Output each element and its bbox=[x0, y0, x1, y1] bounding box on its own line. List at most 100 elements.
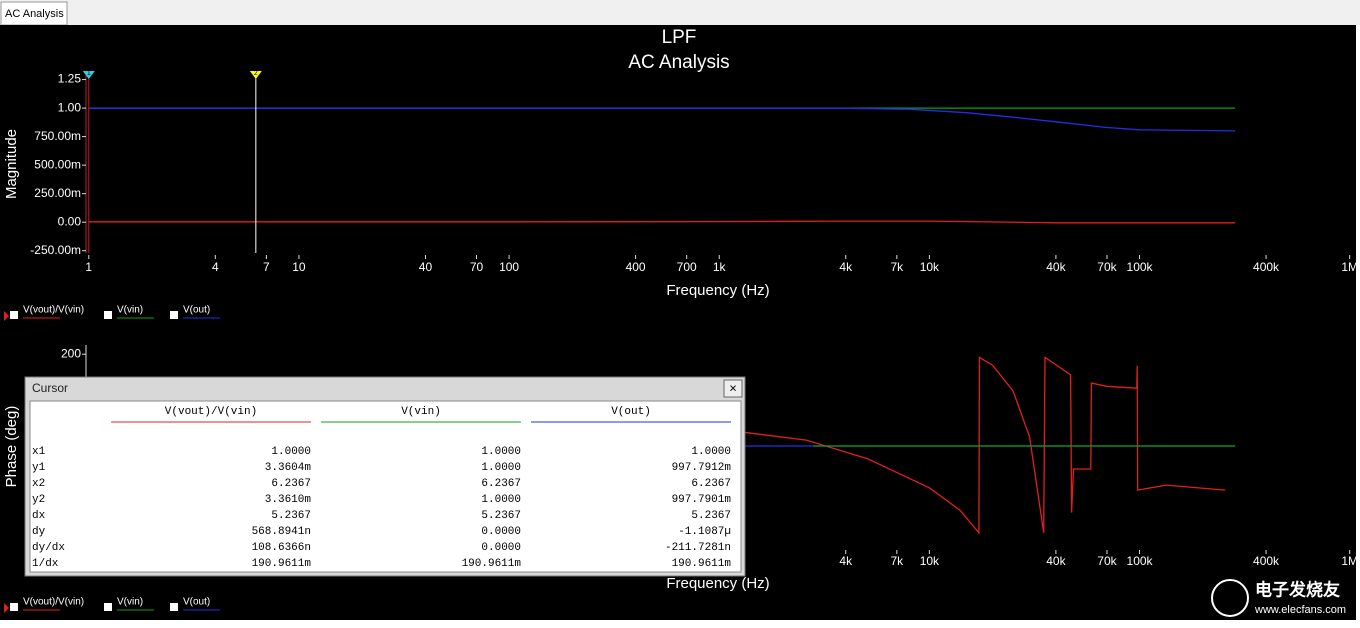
x-tick-label: 70k bbox=[1097, 260, 1117, 274]
cell-value: 1.0000 bbox=[481, 494, 521, 506]
column-header: V(vin) bbox=[401, 406, 441, 418]
cell-value: 6.2367 bbox=[691, 478, 731, 490]
cell-value: -211.7281n bbox=[665, 542, 731, 554]
cursor-window: Cursor × V(vout)/V(vin) V(vin) V(out) x1 1.0… bbox=[24, 376, 746, 577]
plots: 1.25 1.00 750.00m 500.00m 250.00m 0.00 -250.00… bbox=[3, 70, 1358, 613]
x-tick-label: 10 bbox=[292, 260, 306, 274]
y-tick-label: 1.00 bbox=[58, 100, 82, 114]
chart-subtitle: AC Analysis bbox=[628, 52, 729, 73]
cell-value: 997.7901m bbox=[672, 494, 732, 506]
watermark-logo bbox=[1211, 579, 1249, 617]
window-title: Cursor bbox=[32, 381, 68, 395]
window-body bbox=[29, 400, 742, 573]
cell-value: 3.3604m bbox=[265, 462, 312, 474]
cursor-flag[interactable] bbox=[82, 71, 95, 79]
cell-value: 5.2367 bbox=[691, 510, 731, 522]
legend-checkbox[interactable] bbox=[104, 311, 112, 319]
legend-label: V(vout)/V(vin) bbox=[23, 305, 84, 316]
legend-checkbox[interactable] bbox=[10, 603, 18, 611]
x-tick-label: 4k bbox=[839, 554, 853, 568]
x-tick-label: 1 bbox=[85, 260, 92, 274]
x-tick-label: 100k bbox=[1127, 554, 1154, 568]
active-trace-marker bbox=[4, 603, 9, 613]
row-label: 1/dx bbox=[32, 558, 59, 570]
series-line bbox=[735, 356, 1226, 535]
y-axis-label: Magnitude bbox=[3, 129, 20, 199]
cell-value: 108.6366n bbox=[252, 542, 311, 554]
y-axis-label: Phase (deg) bbox=[3, 406, 20, 488]
x-tick-label: 4k bbox=[839, 260, 853, 274]
cell-value: 0.0000 bbox=[481, 542, 521, 554]
close-icon[interactable]: × bbox=[729, 380, 737, 395]
x-tick-label: 40k bbox=[1046, 260, 1066, 274]
x-tick-label: 10k bbox=[920, 260, 940, 274]
x-tick-label: 400k bbox=[1253, 260, 1280, 274]
y-tick-label: 200 bbox=[61, 346, 81, 360]
cell-value: 3.3610m bbox=[265, 494, 312, 506]
x-tick-label: 70k bbox=[1097, 554, 1117, 568]
active-trace-marker bbox=[4, 311, 9, 321]
cursor-flag-label: 2 bbox=[254, 70, 258, 77]
cell-value: 1.0000 bbox=[481, 446, 521, 458]
cell-value: 6.2367 bbox=[271, 478, 311, 490]
cell-value: 568.8941n bbox=[252, 526, 311, 538]
y-tick-label: 500.00m bbox=[34, 157, 81, 171]
series-line bbox=[88, 107, 1236, 132]
cell-value: 1.0000 bbox=[271, 446, 311, 458]
watermark-brand: 电子发烧友 bbox=[1255, 579, 1340, 599]
cell-value: 190.9611m bbox=[462, 558, 522, 570]
x-tick-label: 400k bbox=[1253, 554, 1280, 568]
close-button[interactable] bbox=[723, 379, 743, 398]
cursor-flag-label: 1 bbox=[87, 70, 91, 77]
x-tick-label: 70 bbox=[470, 260, 484, 274]
x-tick-label: 700 bbox=[677, 260, 697, 274]
legend-label: V(out) bbox=[183, 597, 210, 608]
watermark-url: www.elecfans.com bbox=[1254, 604, 1346, 616]
x-tick-label: 7k bbox=[890, 260, 904, 274]
legend-label: V(vin) bbox=[117, 597, 143, 608]
x-tick-label: 1k bbox=[713, 260, 727, 274]
cell-value: 0.0000 bbox=[481, 526, 521, 538]
cell-value: 1.0000 bbox=[481, 462, 521, 474]
cell-value: 1.0000 bbox=[691, 446, 731, 458]
x-tick-label: 100k bbox=[1127, 260, 1154, 274]
legend-checkbox[interactable] bbox=[170, 311, 178, 319]
cell-value: 190.9611m bbox=[672, 558, 732, 570]
legend-checkbox[interactable] bbox=[170, 603, 178, 611]
cell-value: 997.7912m bbox=[672, 462, 732, 474]
cursor-flag[interactable] bbox=[249, 71, 262, 79]
x-tick-label: 7k bbox=[890, 554, 904, 568]
x-tick-label: 100 bbox=[499, 260, 519, 274]
x-axis-label: Frequency (Hz) bbox=[666, 575, 769, 592]
x-tick-label: 10k bbox=[920, 554, 940, 568]
chart-title: LPF bbox=[662, 27, 697, 48]
cell-value: 5.2367 bbox=[481, 510, 521, 522]
x-tick-label: 40k bbox=[1046, 554, 1066, 568]
row-label: x1 bbox=[32, 446, 46, 458]
x-axis-label: Frequency (Hz) bbox=[666, 282, 769, 299]
column-header: V(out) bbox=[611, 406, 651, 418]
legend-label: V(out) bbox=[183, 305, 210, 316]
x-tick-label: 1M bbox=[1341, 260, 1358, 274]
row-label: y1 bbox=[32, 462, 46, 474]
x-tick-label: 40 bbox=[419, 260, 433, 274]
x-tick-label: 4 bbox=[212, 260, 219, 274]
y-tick-label: 750.00m bbox=[34, 129, 81, 143]
tab-bar bbox=[0, 0, 1360, 25]
row-label: x2 bbox=[32, 478, 45, 490]
row-label: dy/dx bbox=[32, 542, 65, 554]
x-tick-label: 1M bbox=[1341, 554, 1358, 568]
tab-label[interactable]: AC Analysis bbox=[5, 8, 64, 20]
y-tick-label: 0.00 bbox=[58, 214, 82, 228]
row-label: dy bbox=[32, 526, 46, 538]
legend-checkbox[interactable] bbox=[104, 603, 112, 611]
x-tick-label: 7 bbox=[263, 260, 270, 274]
cell-value: 190.9611m bbox=[252, 558, 312, 570]
series-line bbox=[88, 220, 1236, 224]
x-tick-label: 400 bbox=[626, 260, 646, 274]
cell-value: 5.2367 bbox=[271, 510, 311, 522]
cell-value: 6.2367 bbox=[481, 478, 521, 490]
legend-checkbox[interactable] bbox=[10, 311, 18, 319]
